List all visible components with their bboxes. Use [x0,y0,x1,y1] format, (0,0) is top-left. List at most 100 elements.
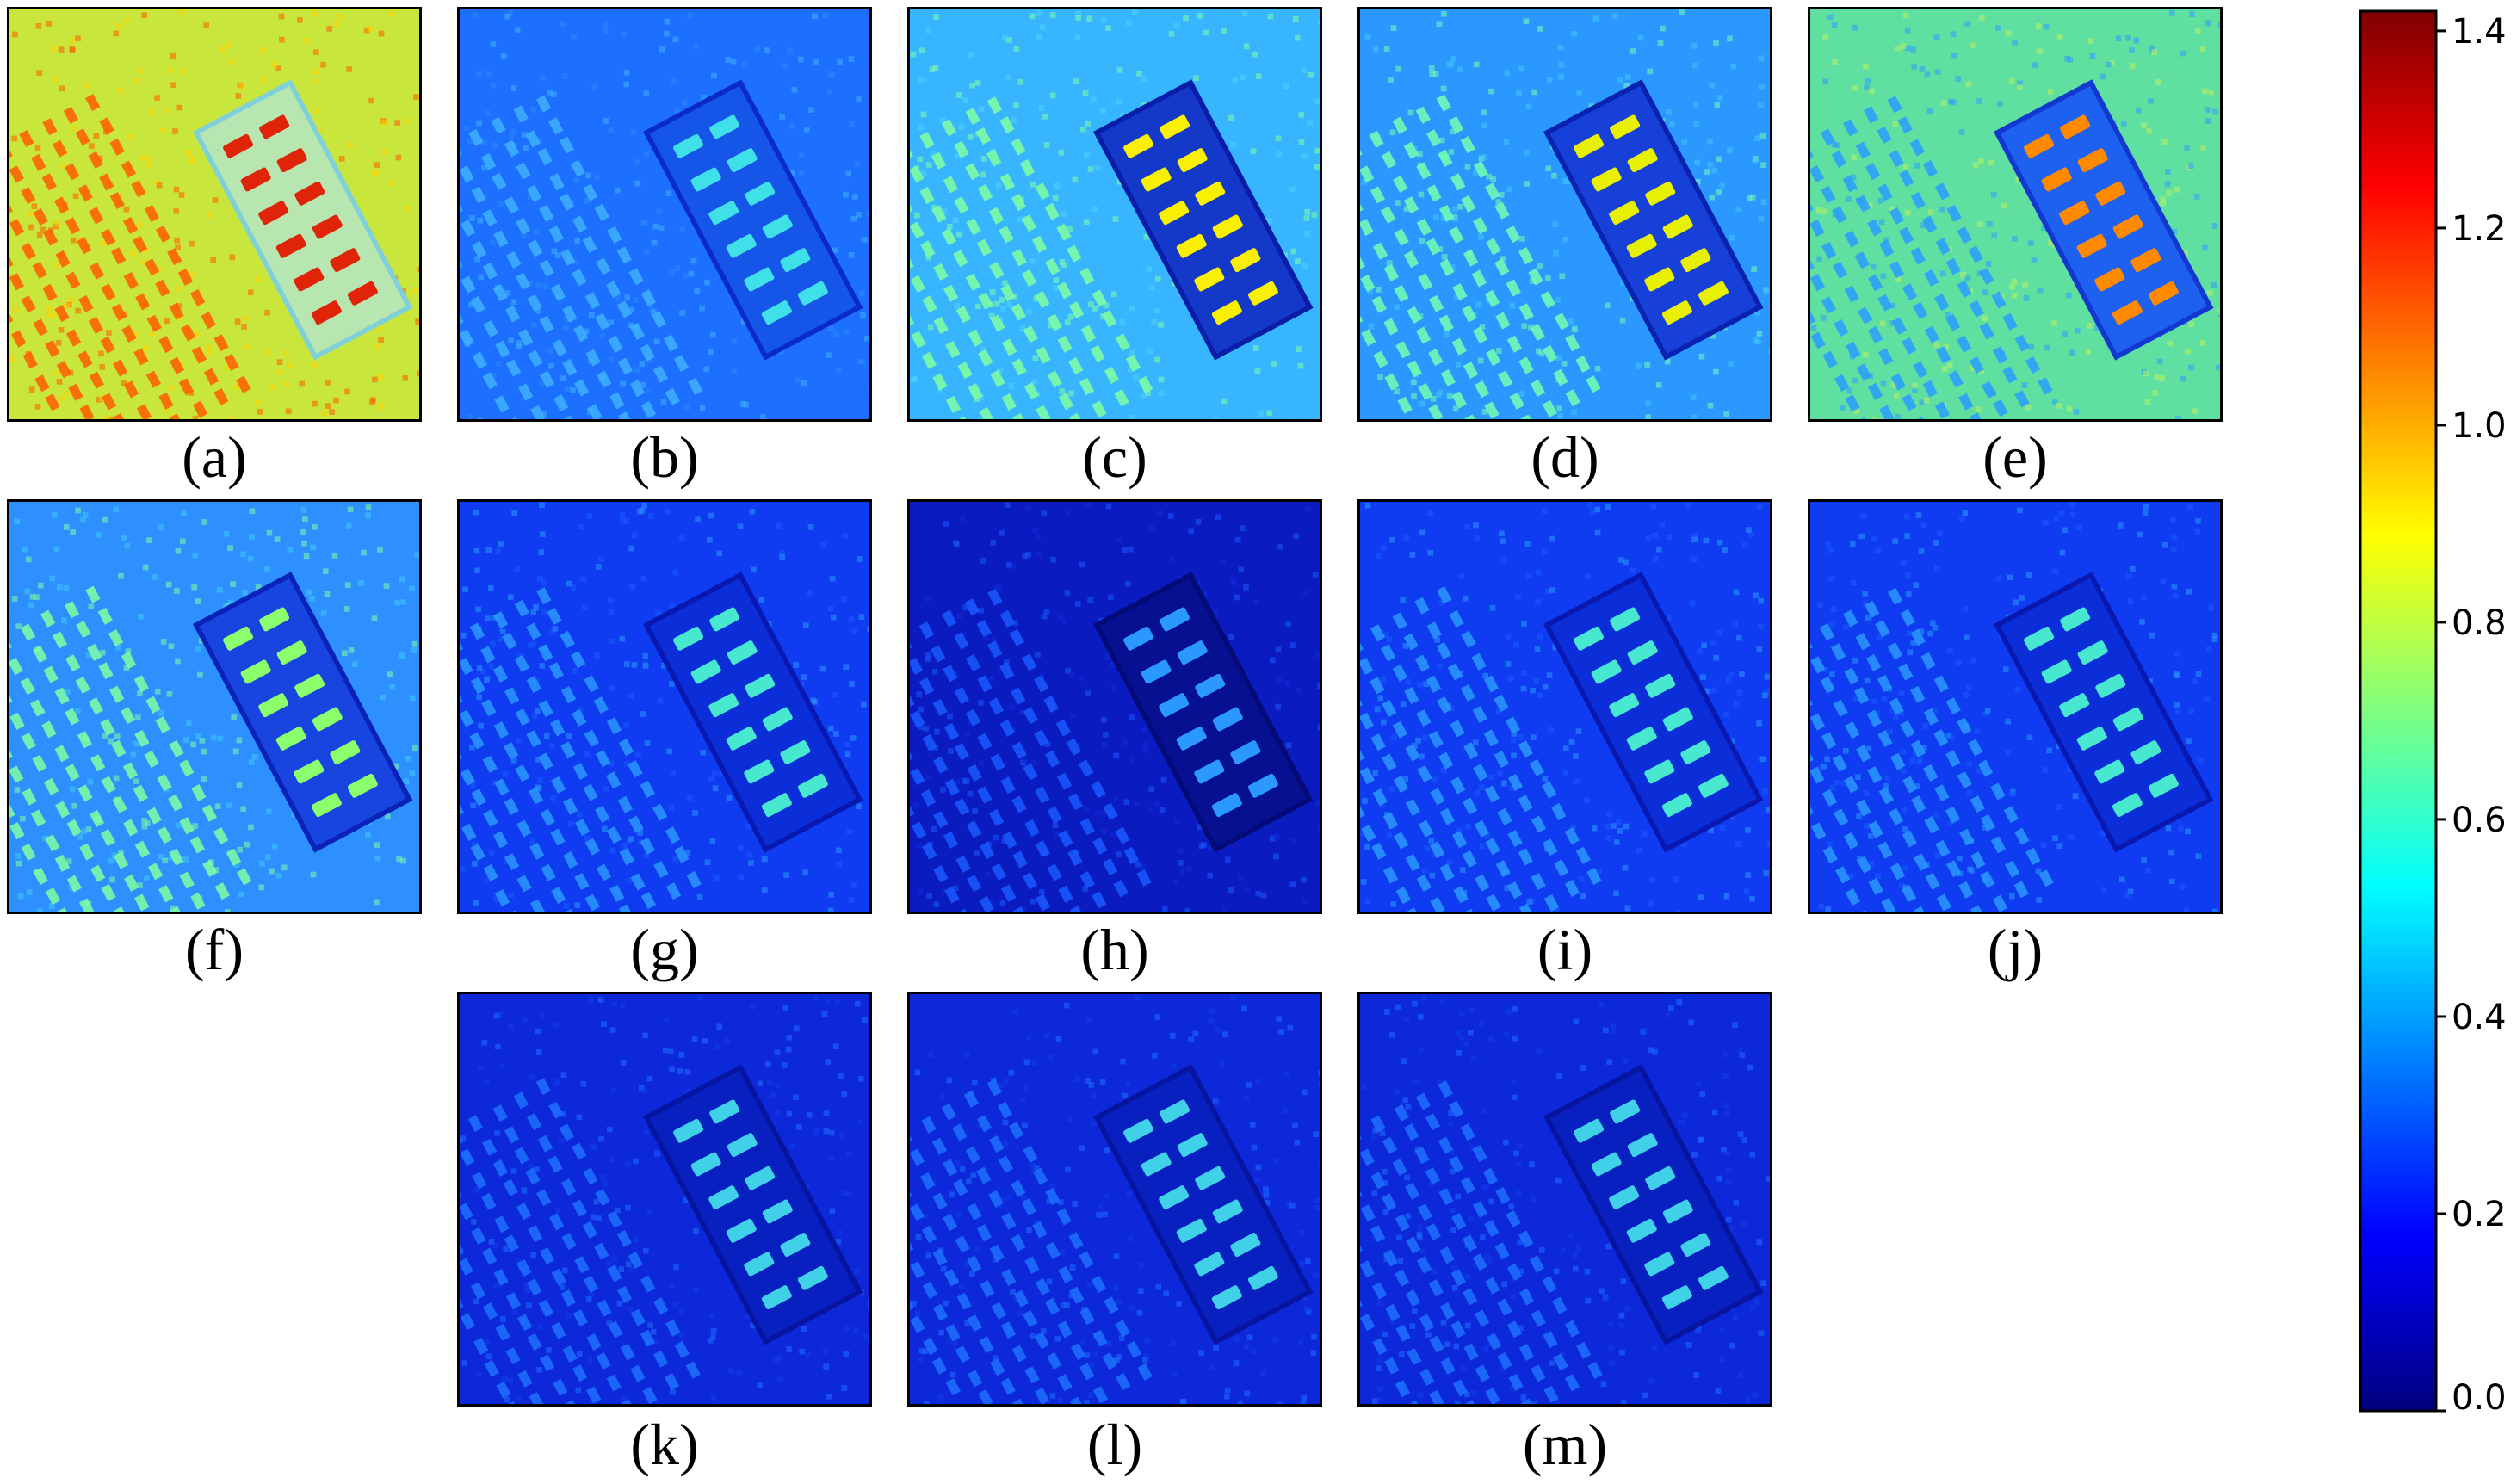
parking-row-mark [990,314,1005,332]
map-speckle [1049,1393,1056,1399]
map-speckle [830,614,837,621]
map-speckle [1945,312,1951,318]
parking-row-mark [1449,226,1464,244]
map-speckle [848,896,855,903]
map-speckle [1295,258,1301,264]
map-speckle [1038,888,1045,895]
parking-row-mark [481,1192,497,1210]
map-speckle [2185,828,2191,835]
map-speckle [15,860,22,867]
map-speckle [1733,701,1740,707]
map-speckle [1183,15,1189,22]
map-speckle [1085,1016,1092,1023]
map-speckle [1151,318,1157,325]
building-outline [642,1064,863,1345]
map-speckle [1301,876,1307,883]
map-speckle [1094,809,1101,816]
map-speckle [1549,1360,1555,1367]
map-speckle [788,1143,795,1149]
parking-row-mark [1551,803,1567,821]
map-speckle [1176,1301,1182,1307]
parking-row-mark [597,1299,612,1317]
map-speckle [1510,1293,1516,1300]
parking-row-mark [1542,399,1558,417]
building-outline [1543,79,1764,361]
parking-row-mark [1472,326,1488,344]
building-hotspot [780,1233,811,1258]
map-speckle [1723,411,1729,417]
parking-row-mark [540,1354,555,1372]
parking-row-mark [1395,1380,1411,1398]
map-b [460,9,869,419]
map-speckle [757,1080,764,1087]
map-speckle [2159,375,2166,381]
map-speckle [1698,353,1705,360]
map-speckle [658,225,665,232]
parking-row-mark [1867,274,1883,292]
map-speckle [2075,524,2082,531]
map-speckle [1301,153,1308,160]
map-speckle [1292,1122,1298,1129]
parking-row-mark [1416,709,1432,727]
parking-row-mark [1372,788,1388,807]
parking-row-mark [504,1126,520,1144]
map-speckle [1090,96,1097,102]
map-speckle [1138,1262,1145,1269]
map-speckle [1716,539,1723,546]
map-speckle [910,1301,917,1307]
map-speckle [368,97,374,104]
map-speckle [1311,1333,1317,1340]
map-speckle [333,397,339,404]
map-speckle [1456,1030,1462,1037]
map-speckle [686,795,693,801]
map-speckle [527,642,534,649]
parking-row-mark [54,745,70,763]
map-speckle [844,741,851,748]
parking-row-mark [168,794,183,812]
map-speckle [608,319,615,325]
map-speckle [1085,502,1092,508]
map-speckle [1501,780,1507,787]
building-hotspot [2112,214,2143,239]
parking-row-mark [45,393,60,411]
parking-row-mark [529,899,546,912]
map-speckle [493,1283,500,1289]
map-speckle [1012,620,1018,627]
building-hotspot [1680,740,1711,765]
parking-row-mark [954,632,969,650]
parking-row-mark [1484,785,1500,803]
parking-row-mark [574,872,590,890]
parking-row-mark [606,281,622,299]
map-speckle [1573,753,1579,759]
map-speckle [1817,602,1823,609]
map-speckle [632,1236,639,1243]
parking-row-mark [1948,370,1964,388]
map-speckle [1314,1204,1320,1211]
parking-row-mark [550,776,566,794]
parking-row-mark [922,733,937,751]
map-speckle [1911,64,1917,70]
map-speckle [1948,819,1954,826]
map-speckle [1934,852,1941,859]
map-speckle [133,740,139,747]
map-speckle [566,1313,572,1319]
parking-row-mark [1428,731,1444,749]
map-speckle [600,1174,607,1181]
map-speckle [1438,599,1445,606]
map-speckle [828,605,834,612]
parking-row-mark [473,1338,489,1356]
map-speckle [516,340,523,346]
map-speckle [2021,382,2028,388]
building-block [192,79,413,361]
map-speckle [121,535,127,541]
map-speckle [551,91,557,98]
parking-row-mark [1902,830,1917,848]
map-speckle [1053,277,1060,283]
parking-row-mark [189,836,206,854]
map-speckle [1704,169,1710,175]
map-speckle [1100,17,1107,23]
map-speckle [371,615,378,621]
map-speckle [1360,1084,1367,1090]
map-speckle [1033,1165,1040,1171]
map-speckle [1766,1176,1770,1182]
